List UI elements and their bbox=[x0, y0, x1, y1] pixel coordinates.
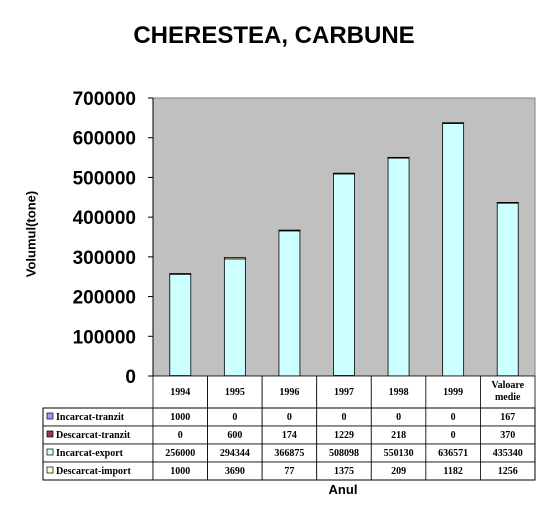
data-label: 218 bbox=[391, 430, 406, 441]
bar-segment bbox=[278, 229, 301, 232]
data-label: 1256 bbox=[498, 466, 518, 477]
bar-segment bbox=[169, 273, 192, 275]
data-label: 0 bbox=[178, 430, 183, 441]
y-tick-label: 0 bbox=[125, 367, 136, 388]
table-header-cell bbox=[261, 375, 318, 409]
bar-segment bbox=[496, 202, 519, 377]
table-header-cell bbox=[425, 375, 481, 409]
data-label: 435340 bbox=[493, 448, 523, 459]
table-header-cell bbox=[207, 375, 263, 409]
category-label-part: medie bbox=[495, 392, 521, 403]
data-label: 0 bbox=[232, 412, 237, 423]
category-label: 1994 bbox=[170, 387, 190, 398]
bar-segment bbox=[442, 122, 465, 124]
legend-label: Descarcat-import bbox=[56, 466, 131, 477]
data-label: 209 bbox=[391, 466, 406, 477]
data-label: 3690 bbox=[225, 466, 245, 477]
bar-segment bbox=[496, 201, 519, 204]
bar-segment bbox=[223, 256, 246, 260]
data-label: 1000 bbox=[170, 466, 190, 477]
legend-swatch bbox=[46, 430, 54, 438]
bar-segment bbox=[387, 156, 410, 159]
bar-segment bbox=[223, 258, 246, 377]
legend-swatch bbox=[46, 412, 54, 420]
data-label: 366875 bbox=[274, 448, 304, 459]
bar-segment bbox=[333, 172, 355, 175]
bar-segment bbox=[387, 157, 410, 377]
data-label: 0 bbox=[451, 412, 456, 423]
legend-label: Descarcat-tranzit bbox=[56, 430, 131, 441]
legend-label: Incarcat-tranzit bbox=[56, 412, 125, 423]
y-tick-label: 500000 bbox=[73, 168, 136, 189]
y-tick-label: 300000 bbox=[73, 248, 136, 269]
y-tick-label: 400000 bbox=[73, 208, 136, 229]
data-label: 294344 bbox=[220, 448, 250, 459]
data-label: 0 bbox=[396, 412, 401, 423]
x-axis-label: Anul bbox=[328, 482, 358, 497]
legend-swatch bbox=[46, 448, 54, 456]
category-label: 1997 bbox=[334, 387, 354, 398]
y-tick-label: 100000 bbox=[73, 327, 136, 348]
data-label: 600 bbox=[227, 430, 242, 441]
data-label: 1229 bbox=[334, 430, 354, 441]
bar-segment bbox=[442, 122, 465, 377]
category-label: 1995 bbox=[225, 387, 245, 398]
category-label: 1996 bbox=[279, 387, 299, 398]
data-label: 167 bbox=[500, 412, 515, 423]
category-label-part: Valoare bbox=[491, 380, 524, 391]
data-label: 0 bbox=[287, 412, 292, 423]
legend-label: Incarcat-export bbox=[56, 448, 124, 459]
category-label: 1999 bbox=[443, 387, 463, 398]
data-label: 1375 bbox=[334, 466, 354, 477]
bar-segment bbox=[333, 173, 355, 376]
table-header-cell bbox=[480, 375, 536, 409]
data-label: 256000 bbox=[165, 448, 195, 459]
bar-segment bbox=[278, 229, 301, 377]
data-label: 1182 bbox=[443, 466, 462, 477]
data-label: 174 bbox=[282, 430, 297, 441]
y-tick-label: 700000 bbox=[73, 89, 136, 110]
data-label: 370 bbox=[500, 430, 515, 441]
table-header-cell bbox=[152, 375, 208, 409]
data-label: 77 bbox=[284, 466, 294, 477]
data-label: 1000 bbox=[170, 412, 190, 423]
table-border bbox=[42, 407, 536, 481]
data-label: 0 bbox=[451, 430, 456, 441]
data-label: 636571 bbox=[438, 448, 468, 459]
y-tick-label: 600000 bbox=[73, 129, 136, 150]
bar-segment bbox=[169, 273, 192, 377]
data-label: 508098 bbox=[329, 448, 359, 459]
legend-swatch bbox=[46, 466, 54, 474]
data-label: 0 bbox=[342, 412, 347, 423]
y-tick-label: 200000 bbox=[73, 288, 136, 309]
category-label: 1998 bbox=[389, 387, 409, 398]
data-label: 550130 bbox=[384, 448, 414, 459]
chart-title: CHERESTEA, CARBUNE bbox=[133, 22, 415, 49]
